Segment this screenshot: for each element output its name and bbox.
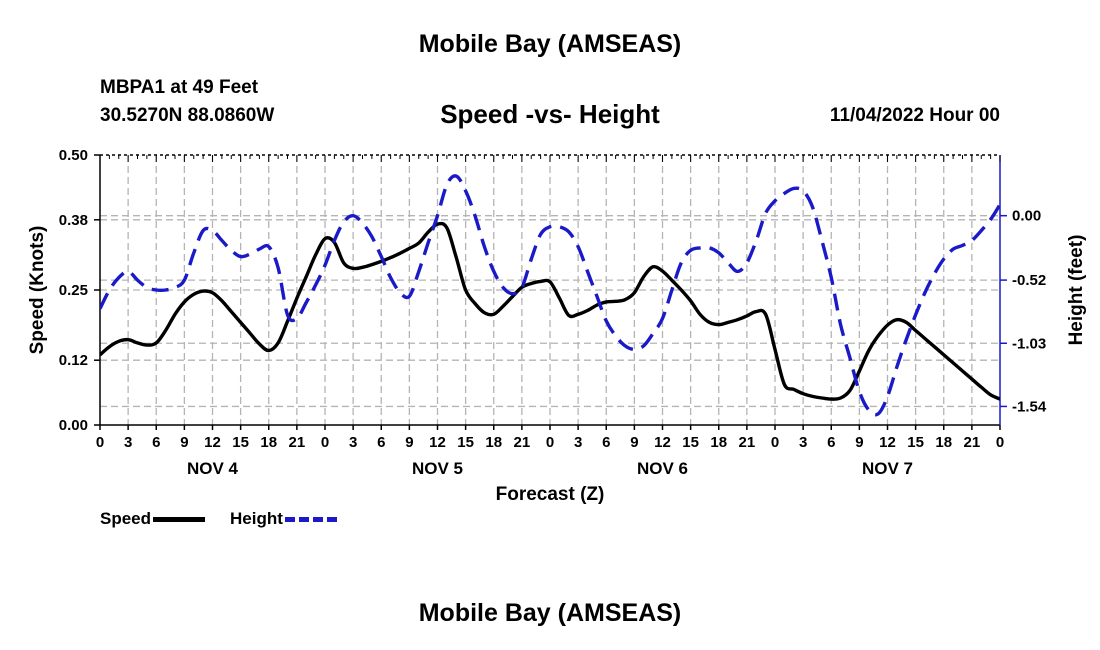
x-tick-label: 3 [124,434,132,451]
x-tick-label: 18 [935,434,952,451]
x-tick-label: 12 [429,434,446,451]
y2-tick-label: -0.52 [1012,272,1046,289]
x-tick-label: 0 [996,434,1004,451]
x-tick-label: 3 [799,434,807,451]
chart-main-title: Mobile Bay (AMSEAS) [418,30,682,58]
x-tick-label: 9 [405,434,413,451]
x-tick-label: 3 [574,434,582,451]
x-tick-label: 0 [546,434,554,451]
legend-height-label: Height [230,509,283,528]
x-tick-label: 15 [232,434,249,451]
x-tick-label: 0 [771,434,779,451]
x-day-label: NOV 4 [187,459,239,478]
y-tick-label: 0.50 [59,147,88,164]
x-axis-title: Forecast (Z) [496,484,605,505]
x-day-label: NOV 7 [862,459,913,478]
x-tick-label: 0 [321,434,329,451]
x-tick-label: 6 [377,434,385,451]
x-day-label: NOV 6 [637,459,688,478]
chart-subtitle: Speed -vs- Height [440,99,660,129]
x-day-label: NOV 5 [412,459,463,478]
legend-height: Height [230,509,337,529]
legend-speed-swatch [153,516,206,522]
y2-tick-label: -1.03 [1012,335,1046,352]
x-tick-label: 6 [827,434,835,451]
x-tick-label: 15 [682,434,699,451]
x-tick-label: 12 [654,434,671,451]
x-tick-label: 15 [907,434,924,451]
x-tick-label: 18 [485,434,502,451]
x-tick-label: 21 [964,434,981,451]
station-coordinates: 30.5270N 88.0860W [100,105,275,126]
y2-axis-title: Height (feet) [1066,235,1087,346]
x-tick-label: 15 [457,434,474,451]
x-tick-label: 9 [180,434,188,451]
x-tick-label: 21 [289,434,306,451]
x-tick-label: 18 [260,434,277,451]
legend-speed-label: Speed [100,509,152,528]
x-tick-label: 18 [710,434,727,451]
x-tick-label: 9 [855,434,863,451]
second-chart-title: Mobile Bay (AMSEAS) [418,599,682,627]
y-axis-title: Speed (Knots) [27,226,48,355]
y2-tick-label: -1.54 [1012,398,1047,415]
y-tick-label: 0.25 [59,282,88,299]
x-tick-label: 12 [879,434,896,451]
y2-tick-label: 0.00 [1012,208,1041,225]
x-tick-label: 6 [152,434,160,451]
y-tick-label: 0.12 [59,352,88,369]
x-tick-label: 21 [514,434,531,451]
forecast-datetime: 11/04/2022 Hour 00 [829,105,1000,126]
legend-speed: Speed [100,509,206,529]
x-tick-label: 12 [204,434,221,451]
series-line-height [100,174,1000,417]
y-tick-label: 0.00 [59,417,88,434]
y-tick-label: 0.38 [59,212,88,229]
x-tick-label: 21 [739,434,756,451]
legend-height-swatch [284,516,337,522]
station-label: MBPA1 at 49 Feet [100,77,259,98]
x-tick-label: 3 [349,434,357,451]
x-tick-label: 9 [630,434,638,451]
x-tick-label: 6 [602,434,610,451]
x-tick-label: 0 [96,434,104,451]
series-line-speed [100,221,1000,401]
